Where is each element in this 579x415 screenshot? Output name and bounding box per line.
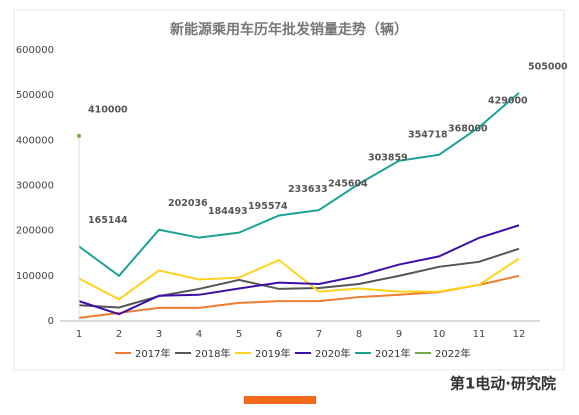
data-label: 303859 [368, 152, 408, 163]
x-tick-label: 8 [356, 329, 362, 340]
data-label: 195574 [248, 201, 288, 212]
x-tick-label: 5 [236, 329, 242, 340]
x-tick-label: 9 [396, 329, 402, 340]
legend-label: 2017年 [135, 347, 170, 360]
series-point [77, 133, 81, 138]
data-label: 245604 [328, 179, 368, 190]
data-label: 505000 [528, 61, 568, 72]
x-tick-label: 10 [433, 329, 446, 340]
y-tick-label: 300000 [16, 181, 54, 192]
x-tick-label: 3 [156, 329, 162, 340]
y-tick-label: 600000 [16, 45, 54, 56]
x-tick-label: 11 [473, 329, 486, 340]
data-label: 429000 [488, 96, 528, 107]
x-tick-label: 12 [513, 329, 526, 340]
x-tick-label: 7 [316, 329, 322, 340]
brand: 第1电动·研究院 [450, 375, 556, 393]
legend-label: 2021年 [375, 347, 410, 360]
y-tick-label: 100000 [16, 271, 54, 282]
legend-label: 2019年 [255, 347, 290, 360]
legend-label: 2018年 [195, 347, 230, 360]
data-label: 184493 [208, 206, 248, 217]
series-line [78, 92, 520, 278]
data-label: 410000 [88, 104, 128, 115]
data-label: 368000 [448, 123, 488, 134]
legend-label: 2022年 [435, 347, 470, 360]
footer-bar [244, 396, 316, 404]
data-label: 354718 [408, 129, 448, 140]
legend-label: 2020年 [315, 347, 350, 360]
data-label: 165144 [88, 215, 128, 226]
x-tick-label: 1 [76, 329, 82, 340]
y-tick-label: 400000 [16, 135, 54, 146]
x-tick-label: 4 [196, 329, 202, 340]
y-tick-label: 200000 [16, 226, 54, 237]
data-label: 202036 [168, 198, 208, 209]
series-line [78, 224, 520, 316]
y-tick-label: 500000 [16, 90, 54, 101]
series-line [78, 257, 520, 301]
x-tick-label: 2 [116, 329, 122, 340]
y-tick-label: 0 [48, 316, 54, 327]
x-tick-label: 6 [276, 329, 282, 340]
data-label: 233633 [288, 184, 328, 195]
chart-title: 新能源乘用车历年批发销量走势（辆） [170, 21, 408, 38]
